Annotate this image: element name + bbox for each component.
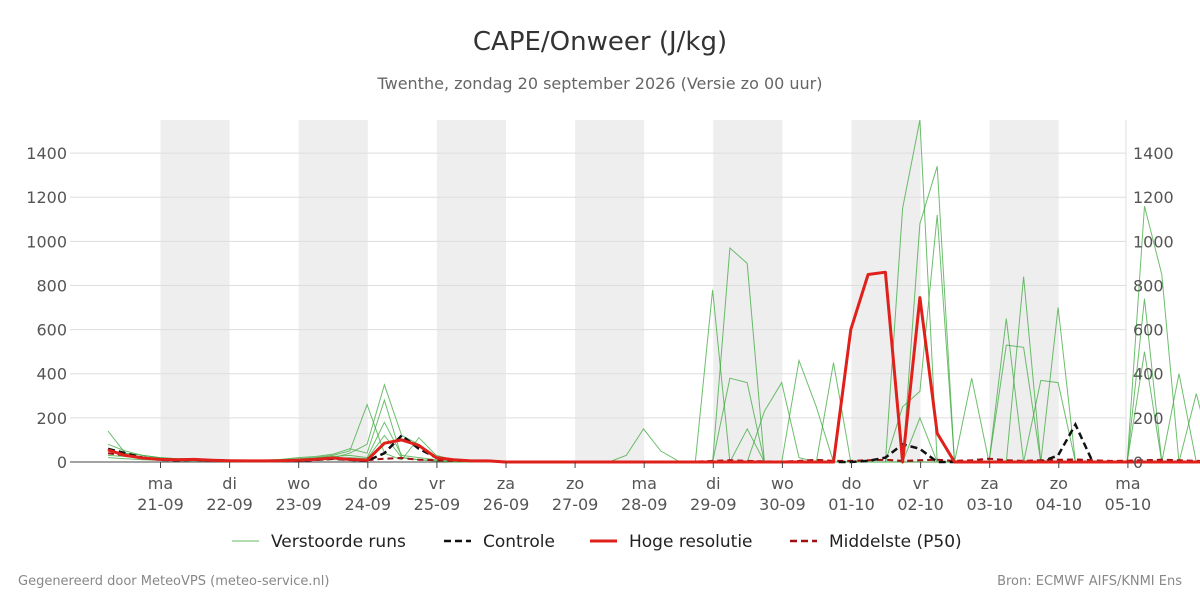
y-tick-right-1000: 1000 <box>1133 232 1174 251</box>
x-tick-day-26-09: za <box>497 474 515 493</box>
x-tick-date-26-09: 26-09 <box>483 495 530 514</box>
y-tick-left-200: 200 <box>36 409 67 428</box>
x-tick-day-27-09: zo <box>566 474 584 493</box>
x-tick-date-24-09: 24-09 <box>345 495 392 514</box>
x-tick-date-28-09: 28-09 <box>621 495 668 514</box>
y-axis-right: 0 200 400 600 800 1000 1200 1400 <box>1133 144 1174 472</box>
x-tick-date-05-10: 05-10 <box>1105 495 1152 514</box>
weekend-day-bands <box>160 120 1059 462</box>
x-tick-day-23-09: wo <box>287 474 310 493</box>
y-tick-left-0: 0 <box>57 453 67 472</box>
x-tick-day-02-10: vr <box>913 474 929 493</box>
y-tick-right-800: 800 <box>1133 276 1164 295</box>
x-tick-date-23-09: 23-09 <box>275 495 322 514</box>
y-tick-right-1200: 1200 <box>1133 188 1174 207</box>
footer-source: Bron: ECMWF AIFS/KNMI Ens <box>997 574 1182 589</box>
x-tick-date-01-10: 01-10 <box>828 495 875 514</box>
legend-label-4: Middelste (P50) <box>829 532 962 552</box>
x-tick-date-30-09: 30-09 <box>759 495 806 514</box>
x-tick-date-02-10: 02-10 <box>897 495 944 514</box>
x-tick-date-29-09: 29-09 <box>690 495 737 514</box>
y-tick-left-1200: 1200 <box>26 188 67 207</box>
x-tick-day-05-10: ma <box>1115 474 1140 493</box>
day-band-25-09 <box>436 120 506 462</box>
x-tick-date-04-10: 04-10 <box>1036 495 1083 514</box>
ensemble-member-line-5 <box>107 379 1200 463</box>
x-tick-day-30-09: wo <box>771 474 794 493</box>
chart-subtitle: Twenthe, zondag 20 september 2026 (Versi… <box>376 74 822 93</box>
day-band-27-09 <box>575 120 645 462</box>
x-tick-date-25-09: 25-09 <box>414 495 461 514</box>
x-tick-day-01-10: do <box>842 474 862 493</box>
x-tick-day-03-10: za <box>981 474 999 493</box>
y-tick-right-1400: 1400 <box>1133 144 1174 163</box>
legend-label-2: Controle <box>483 532 555 552</box>
y-tick-left-400: 400 <box>36 365 67 384</box>
y-tick-right-600: 600 <box>1133 321 1164 340</box>
y-axis-left: 0 200 400 600 800 1000 1200 1400 <box>26 144 67 472</box>
x-tick-day-24-09: do <box>358 474 378 493</box>
grid-lines <box>70 120 1127 463</box>
day-band-21-09 <box>160 120 230 462</box>
legend-label-3: Hoge resolutie <box>629 532 753 552</box>
legend-label-1: Verstoorde runs <box>271 532 406 552</box>
x-tick-day-28-09: ma <box>632 474 657 493</box>
y-tick-right-200: 200 <box>1133 409 1164 428</box>
x-tick-day-21-09: ma <box>148 474 173 493</box>
main-series <box>107 270 1200 464</box>
x-tick-day-04-10: zo <box>1050 474 1068 493</box>
y-tick-left-1000: 1000 <box>26 232 67 251</box>
hoge-resolutie-line <box>107 270 1200 464</box>
x-tick-day-22-09: di <box>222 474 237 493</box>
y-tick-left-800: 800 <box>36 276 67 295</box>
day-band-03-10 <box>989 120 1059 462</box>
footer-credit: Gegenereerd door MeteoVPS (meteo-service… <box>18 574 329 589</box>
x-tick-date-27-09: 27-09 <box>552 495 599 514</box>
x-tick-date-03-10: 03-10 <box>966 495 1013 514</box>
legend: Verstoorde runs Controle Hoge resolutie Mid… <box>232 532 962 552</box>
chart-title: CAPE/Onweer (J/kg) <box>473 27 727 57</box>
day-band-23-09 <box>298 120 368 462</box>
x-tick-day-25-09: vr <box>429 474 445 493</box>
x-axis: ma 21-09 di 22-09 wo 23-09 do 24-09 vr 25-09 za 26-… <box>137 462 1151 514</box>
ensemble-members <box>107 119 1200 463</box>
y-tick-left-1400: 1400 <box>26 144 67 163</box>
y-tick-right-0: 0 <box>1133 453 1143 472</box>
x-tick-date-22-09: 22-09 <box>206 495 253 514</box>
x-tick-date-21-09: 21-09 <box>137 495 184 514</box>
y-tick-right-400: 400 <box>1133 365 1164 384</box>
x-tick-day-29-09: di <box>706 474 721 493</box>
y-tick-left-600: 600 <box>36 321 67 340</box>
